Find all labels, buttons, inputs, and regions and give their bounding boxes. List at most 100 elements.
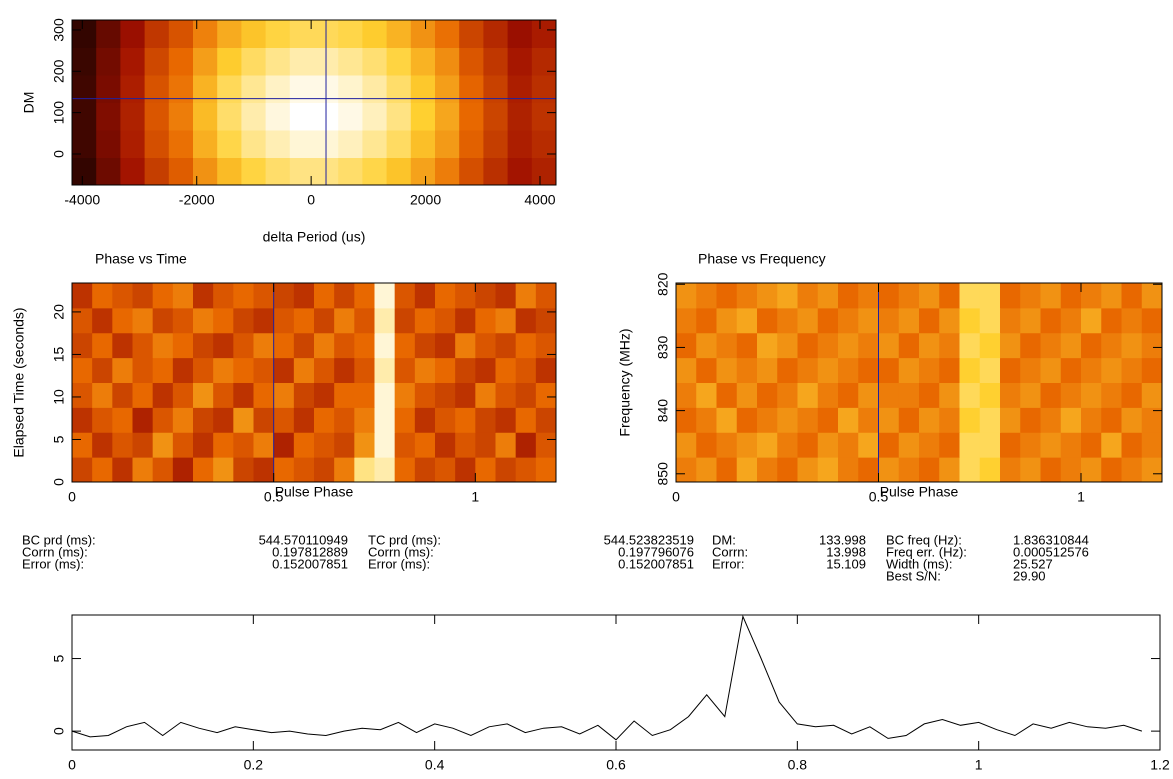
heatmap-cell [495,307,517,334]
x-axis-label: Pulse Phase [880,484,959,500]
heatmap-cell [1000,332,1021,359]
heatmap-cell [334,307,355,334]
heatmap-cell [293,432,315,458]
heatmap-cell [838,357,859,383]
heatmap-cell [1081,457,1102,483]
heatmap-cell [1081,307,1102,334]
y-tick-label: 15 [51,346,67,362]
heatmap-cell [878,283,900,309]
heatmap-cell [172,457,194,483]
y-axis-label: Frequency (MHz) [617,328,633,436]
heatmap-cell [334,357,355,383]
heatmap-cell [386,102,412,131]
stat-value: 0.152007851 [618,556,694,571]
heatmap-cell [144,20,170,48]
heatmap-cell [736,407,758,433]
heatmap-cell [736,332,758,359]
x-tick-label: 0.8 [788,757,808,773]
heatmap-cell [1121,332,1143,359]
heatmap-cell [455,283,476,309]
heatmap-cell [1060,307,1082,334]
heatmap-cell [1141,307,1163,334]
heatmap-cell [374,407,396,433]
heatmap-cell [112,357,133,383]
heatmap-cell [273,407,295,433]
y-tick-label: 5 [51,435,67,443]
heatmap-cell [676,407,697,433]
heatmap-cell [172,407,194,433]
heatmap-cell [939,332,960,359]
heatmap-cell [293,457,315,483]
heatmap-cell [1020,283,1041,309]
heatmap-cell [132,332,154,359]
heatmap-cell [1121,307,1143,334]
heatmap-cell [172,332,194,359]
heatmap-cell [979,357,1001,383]
heatmap-cell [1060,357,1082,383]
heatmap-cell [152,307,174,334]
heatmap-cell [939,382,960,408]
heatmap-cell [120,157,146,186]
heatmap-cell [858,432,879,458]
heatmap-cell [72,20,97,48]
heatmap-cell [334,407,355,433]
heatmap-cell [233,332,254,359]
heatmap-cell [92,382,113,408]
heatmap-cell [265,102,291,131]
heatmap-cell [334,332,355,359]
heatmap-cell [696,457,717,483]
heatmap-cell [676,457,697,483]
heatmap-cell [979,283,1001,309]
heatmap-cell [265,157,291,186]
heatmap-cell [374,332,396,359]
heatmap-cell [1000,382,1021,408]
heatmap-cell [213,307,234,334]
stat-value: 0.197796076 [618,544,694,559]
x-tick-label: 0 [672,489,680,505]
heatmap-cell [676,357,697,383]
heatmap-cell [394,407,416,433]
heatmap-cell [515,307,537,334]
heatmap-cell [72,157,97,186]
heatmap-cell [1060,283,1082,309]
heatmap-cell [241,20,267,48]
heatmap-cell [898,457,920,483]
heatmap-cell [334,457,355,483]
heatmap-cell [676,382,697,408]
x-tick-label: 4000 [524,192,555,208]
heatmap-cell [144,102,170,131]
heatmap-cell [959,457,981,483]
y-tick-label: 0 [51,727,67,735]
heatmap-cell [459,157,484,186]
heatmap-cell [414,357,436,383]
heatmap-cell [386,47,412,76]
heatmap-cell [112,332,133,359]
y-tick-label: 20 [51,304,67,320]
heatmap-cell [410,102,436,131]
heatmap-cell [213,357,234,383]
heatmap-cell [507,102,533,131]
heatmap-cell [531,130,557,158]
heatmap-cell [374,357,396,383]
heatmap-cell [394,307,416,334]
y-tick-label: 0 [51,150,67,158]
heatmap-cell [112,432,133,458]
heatmap-cell [168,157,194,186]
heatmap-cell [273,382,295,408]
heatmap-cell [273,307,295,334]
heatmap-cell [817,307,839,334]
heatmap-cell [152,357,174,383]
heatmap-cell [253,307,275,334]
heatmap-cell [233,407,254,433]
heatmap-cell [152,382,174,408]
heatmap-cell [253,432,275,458]
stat-label: Width (ms): [886,556,952,571]
heatmap-cell [435,357,456,383]
heatmap-cell [1121,432,1143,458]
heatmap-cell [1040,382,1062,408]
heatmap-cell [696,283,717,309]
heatmap-cell [132,307,154,334]
heatmap-cell [92,283,113,309]
heatmap-cell [817,457,839,483]
